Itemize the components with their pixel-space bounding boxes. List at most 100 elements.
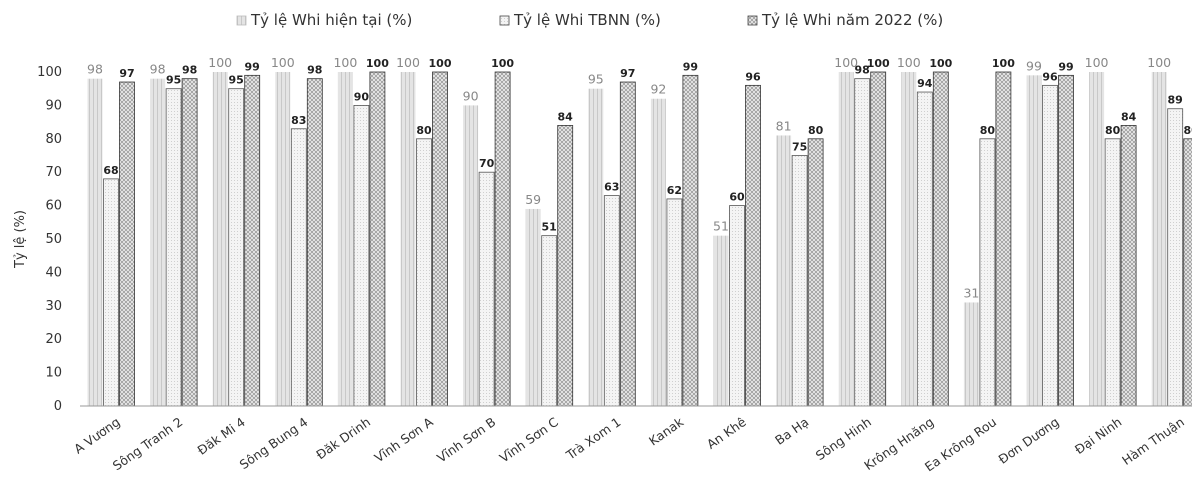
y-tick-label: 20 <box>45 332 62 347</box>
data-label: 70 <box>479 157 495 170</box>
data-label: 100 <box>834 55 858 70</box>
bar-series-2 <box>228 88 245 407</box>
x-category-label: An Khê <box>704 414 749 452</box>
data-label: 84 <box>558 110 574 123</box>
bar-series-1 <box>650 98 666 406</box>
data-label: 100 <box>208 55 232 70</box>
data-label: 100 <box>366 57 389 70</box>
bar-series-3 <box>807 138 824 407</box>
bar-series-1 <box>901 72 917 406</box>
bar-series-1 <box>275 72 291 406</box>
bar-series-3 <box>745 84 761 407</box>
bar-series-2 <box>729 205 745 407</box>
x-category-label: Hàm Thuận <box>1119 414 1187 468</box>
data-label: 100 <box>271 55 295 70</box>
bar-series-2 <box>1042 84 1058 407</box>
data-label: 84 <box>1121 110 1137 123</box>
bar-series-1 <box>588 88 604 406</box>
bar-series-3 <box>494 71 511 407</box>
x-category-label: Kanak <box>646 414 687 449</box>
data-label: 80 <box>808 124 824 137</box>
x-category-label: Trà Xom 1 <box>563 414 624 463</box>
y-tick-label: 90 <box>45 98 62 113</box>
data-label: 59 <box>525 192 541 207</box>
y-tick-label: 40 <box>45 265 62 280</box>
bar-series-2 <box>791 155 808 407</box>
bar-series-1 <box>776 135 792 406</box>
bar-series-1 <box>838 72 854 406</box>
bar-series-2 <box>666 198 683 407</box>
bar-series-1 <box>1089 72 1105 406</box>
legend: Tỷ lệ Whi hiện tại (%) Tỷ lệ Whi TBNN (%)… <box>236 11 943 29</box>
data-label: 100 <box>929 57 952 70</box>
data-label: 60 <box>729 191 745 204</box>
x-category-label: Ba Hạ <box>772 414 811 448</box>
bar-series-2 <box>541 235 558 407</box>
data-label: 51 <box>713 219 729 234</box>
x-category-label: Sông Hinh <box>813 414 874 463</box>
bar-series-2 <box>979 138 996 407</box>
bar-series-2 <box>916 91 933 407</box>
x-category-label: Đăk Drinh <box>313 414 373 462</box>
y-tick-label: 100 <box>37 65 62 80</box>
data-label: 90 <box>463 88 479 103</box>
x-category-label: Vĩnh Sơn C <box>497 414 562 465</box>
bar-series-2 <box>1167 108 1184 407</box>
data-label: 90 <box>354 90 370 103</box>
data-label: 31 <box>963 285 979 300</box>
data-label: 100 <box>1085 55 1109 70</box>
data-label: 100 <box>396 55 420 70</box>
bar-series-3 <box>1120 125 1137 407</box>
y-axis: 0 10 20 30 40 50 60 70 80 90 100 Tỷ lệ (%) <box>13 65 62 414</box>
bar-series-2 <box>353 105 370 407</box>
data-label: 75 <box>792 141 807 154</box>
bar-series-3 <box>932 71 949 407</box>
data-label: 99 <box>683 60 698 73</box>
data-label: 62 <box>667 184 682 197</box>
y-tick-label: 0 <box>54 399 62 414</box>
data-label: 100 <box>897 55 921 70</box>
bar-series-3 <box>119 81 135 407</box>
data-label: 95 <box>229 74 244 87</box>
bar-series-2 <box>1104 138 1121 407</box>
legend-swatch-3 <box>747 15 758 26</box>
data-label: 100 <box>992 57 1015 70</box>
bar-series-2 <box>478 171 495 407</box>
data-label: 95 <box>588 72 604 87</box>
data-label: 92 <box>650 82 666 97</box>
data-label: 80 <box>1184 124 1192 137</box>
legend-label-1: Tỷ lệ Whi hiện tại (%) <box>250 11 412 29</box>
x-category-label: Sông Bung 4 <box>237 414 311 472</box>
bar-series-2 <box>603 195 620 407</box>
legend-swatch-1 <box>236 15 247 26</box>
bar-series-1 <box>1026 75 1042 406</box>
bar-series-1 <box>1151 72 1167 406</box>
x-category-label: Sông Tranh 2 <box>110 414 186 473</box>
data-label: 80 <box>416 124 432 137</box>
data-label: 80 <box>1105 124 1121 137</box>
data-label: 81 <box>776 118 792 133</box>
data-label: 96 <box>745 70 761 83</box>
data-label: 68 <box>103 164 118 177</box>
data-label: 100 <box>867 57 890 70</box>
data-label: 80 <box>980 124 996 137</box>
data-label: 99 <box>245 60 260 73</box>
bar-series-2 <box>103 178 119 407</box>
x-category-label: Vĩnh Sơn B <box>434 414 498 465</box>
bar-series-1 <box>212 72 228 406</box>
data-label: 94 <box>917 77 933 90</box>
data-label: 98 <box>182 64 197 77</box>
bar-series-3 <box>619 81 636 407</box>
bar-series-1 <box>400 72 416 406</box>
x-category-label: Đại Ninh <box>1072 414 1124 457</box>
bar-series-3 <box>682 74 699 407</box>
legend-label-3: Tỷ lệ Whi năm 2022 (%) <box>761 11 943 29</box>
data-label: 100 <box>491 57 514 70</box>
bar-series-2 <box>165 88 182 407</box>
data-label: 100 <box>429 57 452 70</box>
bar-series-3 <box>244 74 261 407</box>
data-label: 51 <box>542 221 557 234</box>
data-label: 100 <box>1147 55 1171 70</box>
